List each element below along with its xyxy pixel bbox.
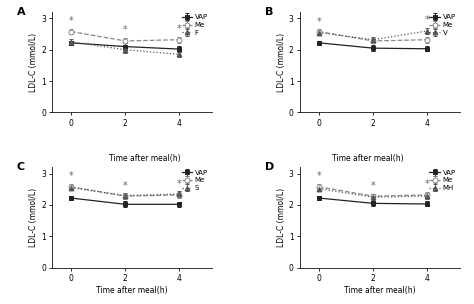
Text: Time after meal(h): Time after meal(h) [109, 154, 181, 163]
X-axis label: Time after meal(h): Time after meal(h) [96, 285, 168, 295]
Text: *: * [371, 181, 375, 191]
Text: *: * [177, 24, 182, 34]
Legend: VAP, Me, S: VAP, Me, S [179, 167, 210, 194]
Y-axis label: LDL-C (mmol/L): LDL-C (mmol/L) [277, 33, 286, 92]
Text: D: D [265, 162, 274, 172]
Text: A: A [17, 7, 26, 17]
Text: Time after meal(h): Time after meal(h) [331, 154, 403, 163]
Text: *: * [317, 171, 321, 181]
Text: B: B [265, 7, 273, 17]
Text: *: * [425, 179, 429, 189]
Text: *: * [123, 25, 128, 35]
Text: C: C [17, 162, 25, 172]
Text: *: * [317, 17, 321, 27]
Y-axis label: LDL-C (mmol/L): LDL-C (mmol/L) [277, 188, 286, 247]
Text: *: * [425, 15, 429, 25]
Y-axis label: LDL-C (mmol/L): LDL-C (mmol/L) [29, 188, 38, 247]
Legend: VAP, Me, F: VAP, Me, F [179, 12, 210, 39]
Text: *: * [177, 179, 182, 189]
Legend: VAP, Me, V: VAP, Me, V [427, 12, 458, 39]
Text: *: * [123, 181, 128, 191]
Legend: VAP, Me, MH: VAP, Me, MH [427, 167, 458, 194]
Text: *: * [69, 16, 73, 26]
Text: *: * [69, 171, 73, 181]
X-axis label: Time after meal(h): Time after meal(h) [344, 285, 416, 295]
Y-axis label: LDL-C (mmol/L): LDL-C (mmol/L) [29, 33, 38, 92]
